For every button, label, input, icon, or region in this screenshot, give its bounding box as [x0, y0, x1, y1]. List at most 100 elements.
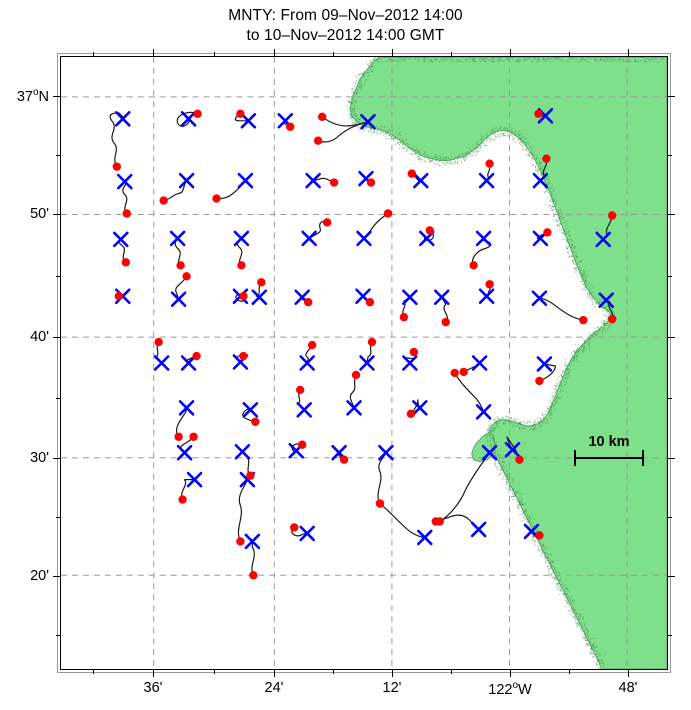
ytick-minor-right-2 [668, 397, 672, 399]
ytick-major-left-3 [53, 458, 60, 459]
end-marker-20 [475, 230, 492, 247]
end-marker-26 [251, 289, 268, 305]
title-line-1: MNTY: From 09–Nov–2012 14:00 [228, 7, 463, 24]
end-marker-37 [299, 355, 315, 371]
start-marker-13 [485, 159, 494, 168]
start-marker-4 [317, 112, 327, 121]
start-marker-16 [176, 261, 185, 270]
ytick-minor-left-1 [56, 275, 60, 277]
xtick-minor-top-0 [213, 52, 215, 56]
start-marker-17 [237, 261, 246, 270]
start-marker-33 [579, 315, 588, 325]
end-marker-14 [113, 231, 129, 248]
ytick-minor-left-3 [56, 517, 60, 518]
start-marker-0 [112, 162, 122, 171]
end-marker-10 [240, 113, 257, 129]
start-marker-8 [159, 196, 168, 205]
end-marker-57 [299, 525, 315, 542]
end-marker-40 [471, 355, 488, 371]
end-marker-41 [536, 356, 553, 372]
map-graphics-layer [61, 57, 667, 669]
start-marker-52 [298, 440, 307, 449]
drifter-track-59 [379, 502, 426, 539]
start-marker-60 [431, 517, 440, 526]
start-marker-29 [365, 298, 375, 307]
ytick-major-left-1 [53, 214, 60, 215]
start-marker-11 [366, 178, 376, 187]
start-marker-6 [534, 109, 543, 119]
xtick-minor-top-2 [451, 52, 452, 56]
ytick-minor-left-0 [56, 155, 60, 156]
start-marker-51 [246, 471, 255, 480]
end-marker-35 [180, 355, 197, 371]
xtick-major-top-1 [274, 49, 275, 56]
start-marker-35 [154, 337, 163, 347]
start-marker-5 [313, 136, 323, 145]
end-marker-15 [169, 230, 186, 247]
end-marker-48 [504, 441, 521, 458]
xtick-minor-bottom-3 [569, 670, 570, 674]
xtick-minor-edge-0 [92, 670, 94, 674]
start-marker-61 [249, 571, 258, 580]
end-marker-3 [305, 172, 321, 189]
end-marker-55 [186, 471, 203, 488]
drifter-track-0 [109, 112, 124, 168]
drifter-track-55 [439, 452, 491, 523]
start-marker-1 [193, 109, 202, 119]
coast-stipple [346, 57, 665, 669]
xtick-major-top-2 [392, 49, 393, 56]
start-marker-31 [441, 317, 450, 327]
ytick-label-1: 50' [30, 206, 49, 222]
start-marker-42 [535, 376, 544, 386]
start-marker-28 [303, 298, 313, 307]
start-marker-30 [399, 312, 409, 322]
start-marker-43 [174, 432, 183, 441]
start-marker-58 [290, 523, 299, 532]
scale-bar-cap-left [574, 450, 576, 466]
drifter-track-57 [237, 479, 248, 543]
start-marker-40 [409, 347, 419, 357]
start-marker-14 [542, 154, 551, 163]
end-marker-59 [470, 521, 487, 538]
end-marker-58 [417, 529, 433, 546]
xtick-major-bottom-2 [392, 670, 393, 677]
start-marker-56 [178, 495, 187, 504]
ytick-major-left-4 [53, 576, 60, 577]
ytick-label-0: 37oN [16, 87, 49, 105]
start-marker-53 [339, 455, 349, 464]
start-marker-39 [367, 337, 377, 347]
start-marker-48 [450, 368, 459, 378]
start-marker-10 [329, 178, 339, 187]
ytick-label-2: 40' [30, 329, 49, 345]
ytick-major-left-0 [53, 96, 60, 97]
scale-bar-line [574, 457, 644, 459]
map-plot-area[interactable]: 10 km [60, 56, 668, 670]
end-marker-16 [233, 230, 250, 247]
scale-bar-label: 10 km [588, 434, 630, 450]
xtick-minor-edge-top-0 [92, 52, 94, 56]
end-marker-42 [178, 400, 195, 416]
title-line-2: to 10–Nov–2012 14:00 GMT [246, 27, 445, 44]
ytick-major-right-3 [668, 458, 675, 459]
ytick-minor-edge-1 [56, 635, 60, 636]
xtick-minor-bottom-0 [213, 670, 215, 674]
figure-title: MNTY: From 09–Nov–2012 14:00 to 10–Nov–2… [0, 6, 691, 46]
start-marker-62 [535, 531, 544, 540]
start-marker-27 [257, 278, 266, 287]
end-marker-50 [234, 443, 251, 460]
end-marker-34 [153, 355, 170, 371]
xtick-major-bottom-0 [153, 670, 154, 677]
end-marker-22 [595, 231, 611, 248]
end-marker-5 [413, 172, 429, 189]
end-marker-49 [176, 444, 193, 461]
start-marker-22 [543, 228, 552, 237]
xtick-label-1: 24' [264, 680, 284, 696]
start-marker-49 [515, 455, 524, 464]
end-marker-53 [378, 444, 394, 461]
ytick-major-right-0 [668, 96, 675, 97]
end-marker-1 [178, 172, 195, 189]
drifter-track-46 [349, 374, 357, 409]
xtick-label-4: 48' [618, 680, 638, 696]
start-marker-38 [307, 340, 317, 350]
